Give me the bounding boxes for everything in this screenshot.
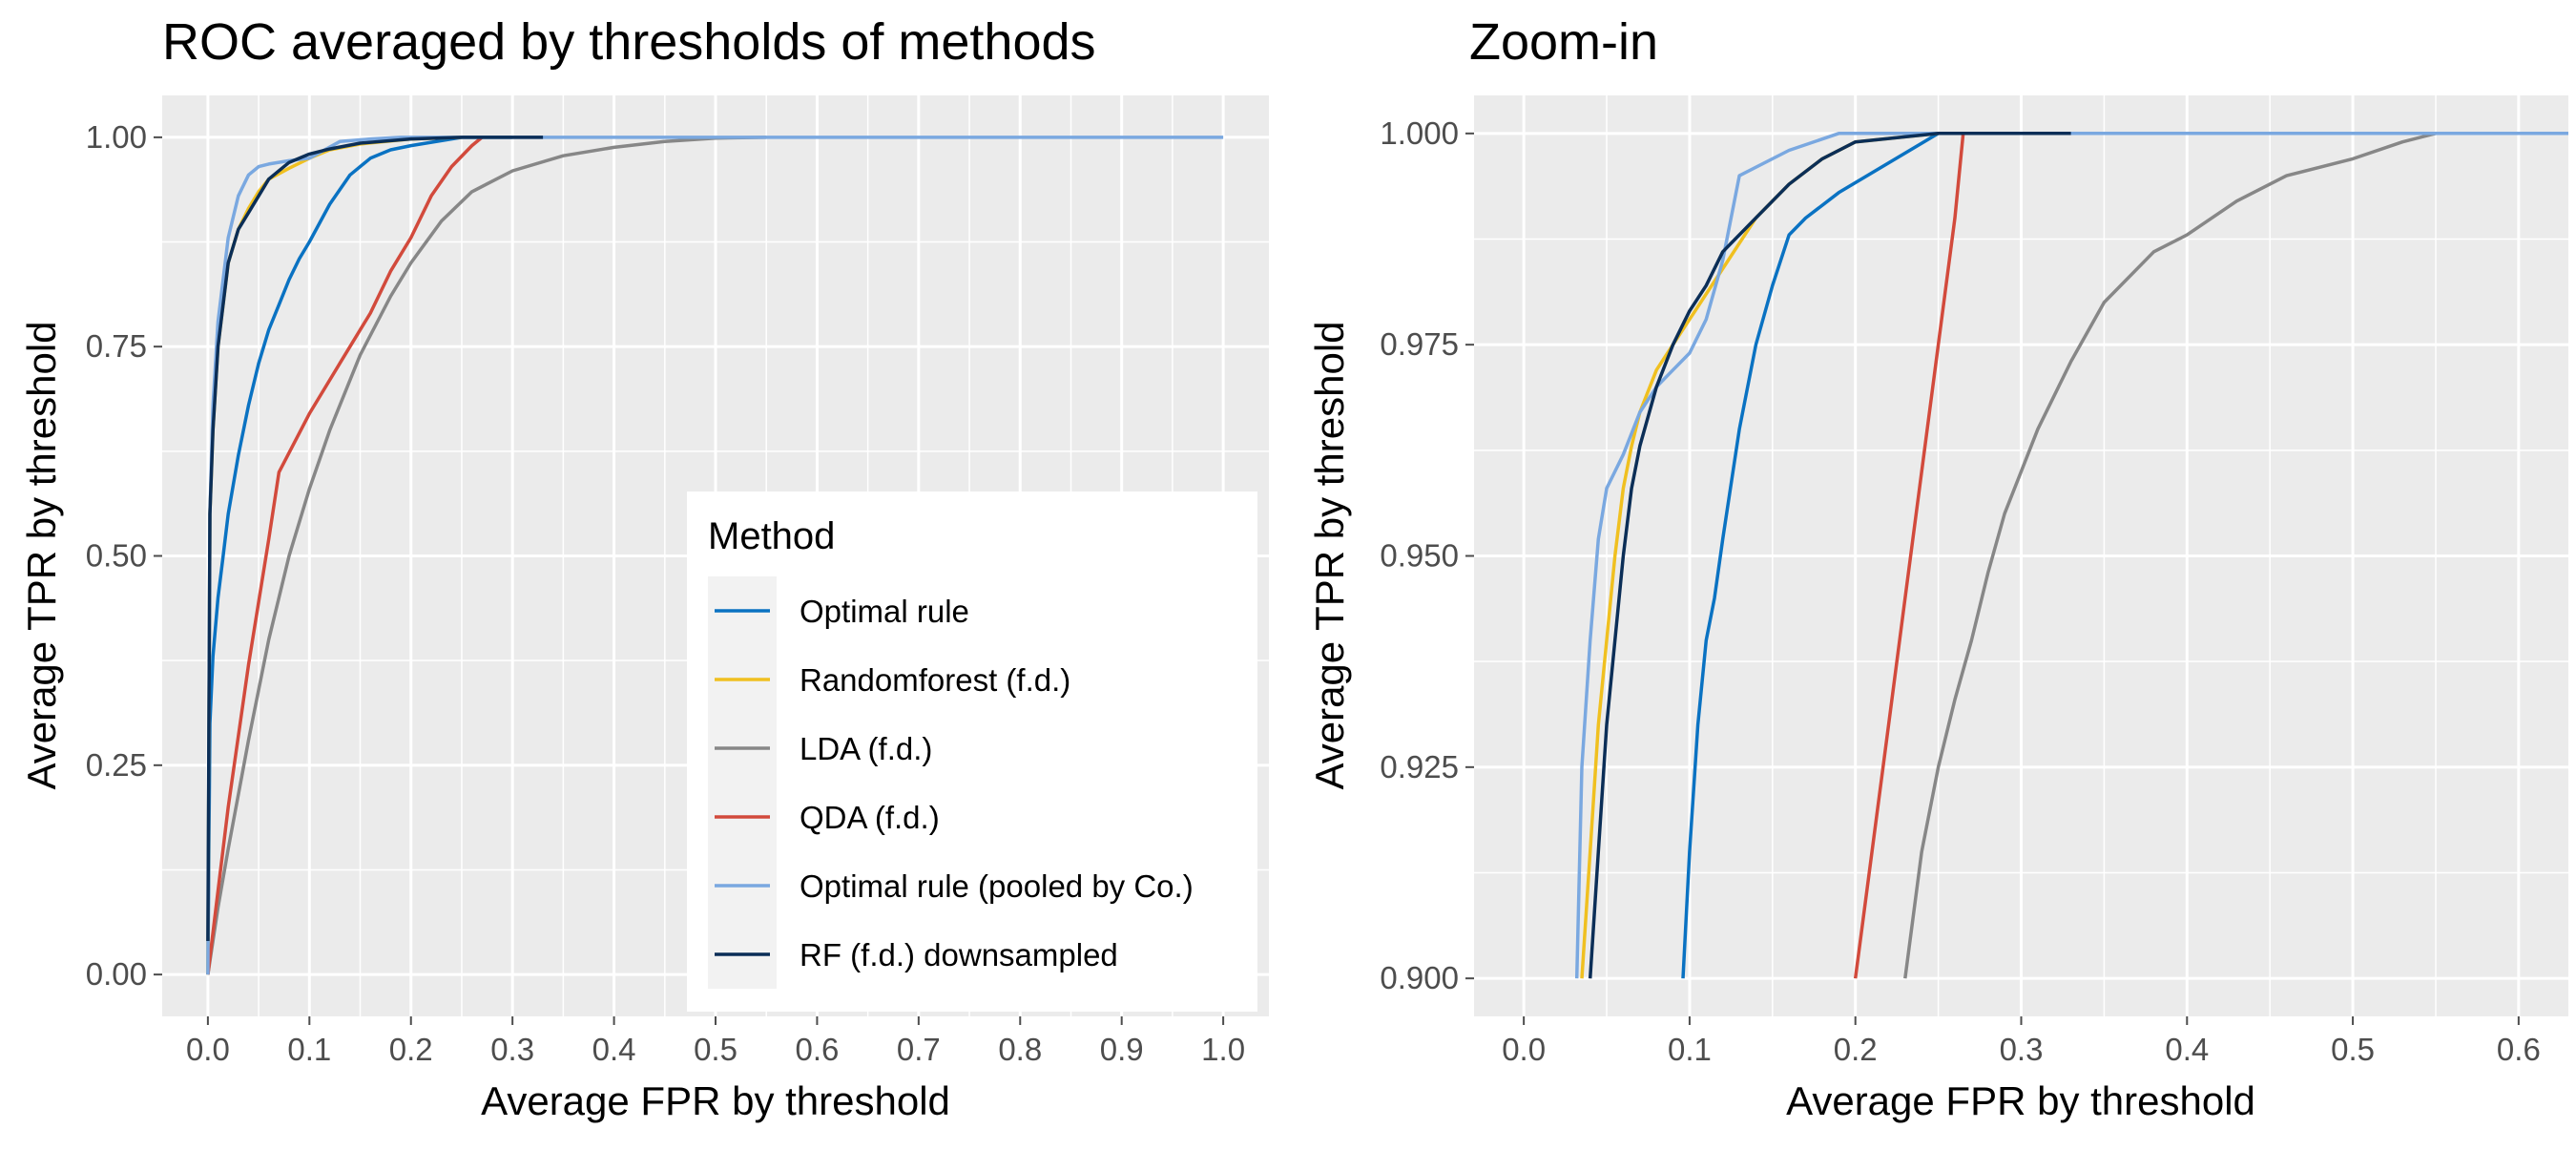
x-axis-title: Average FPR by threshold <box>1786 1078 2255 1123</box>
x-axis-title: Average FPR by threshold <box>481 1078 950 1123</box>
series-line-optimal-rule <box>206 136 513 975</box>
y-tick-label: 0.925 <box>1380 749 1459 784</box>
y-tick-label: 0.900 <box>1380 960 1459 995</box>
legend-label: LDA (f.d.) <box>800 731 932 766</box>
series-line-lda-f-d <box>1903 132 2437 979</box>
y-axis-ticks: 0.00 0.25 0.50 0.75 1.00 <box>86 119 162 992</box>
series-line-optimal-rule-pooled-by-co <box>1574 132 2568 979</box>
y-tick-label: 1.00 <box>86 119 147 155</box>
x-tick-label: 1.0 <box>1201 1032 1245 1067</box>
x-tick-label: 0.3 <box>2000 1032 2044 1067</box>
series-line-qda-f-d <box>1853 133 1965 979</box>
y-tick-label: 0.975 <box>1380 326 1459 362</box>
x-tick-label: 0.0 <box>1502 1032 1546 1067</box>
series-lines <box>1574 132 2568 979</box>
y-tick-label: 0.75 <box>86 328 147 364</box>
x-tick-label: 0.3 <box>490 1032 534 1067</box>
y-axis-title: Average TPR by threshold <box>19 321 64 789</box>
legend: Method Optimal rule Randomforest (f.d.) LD… <box>687 491 1257 1012</box>
legend-label: RF (f.d.) downsampled <box>800 937 1118 972</box>
x-tick-label: 0.4 <box>2165 1032 2209 1067</box>
series-lines <box>206 136 1224 975</box>
y-tick-label: 1.000 <box>1380 115 1459 151</box>
x-tick-label: 0.9 <box>1100 1032 1144 1067</box>
x-tick-label: 0.6 <box>2497 1032 2541 1067</box>
series-line-rf-f-d-downsampled <box>206 136 544 942</box>
y-tick-label: 0.50 <box>86 538 147 574</box>
x-tick-label: 0.7 <box>897 1032 941 1067</box>
y-tick-label: 0.00 <box>86 956 147 992</box>
series-line-qda-f-d <box>206 136 484 975</box>
grid-lines <box>1474 95 2568 1016</box>
legend-label: Optimal rule <box>800 594 969 629</box>
y-axis-title: Average TPR by threshold <box>1307 321 1352 789</box>
x-tick-label: 0.2 <box>389 1032 433 1067</box>
x-tick-label: 0.5 <box>2331 1032 2375 1067</box>
x-tick-label: 0.1 <box>287 1032 331 1067</box>
y-tick-label: 0.25 <box>86 747 147 783</box>
zoom-chart: Zoom-in 0.0 0.1 0.2 0.3 0.4 0.5 0.6 0.900 0.925… <box>1307 13 2568 1123</box>
x-axis-ticks: 0.0 0.1 0.2 0.3 0.4 0.5 0.6 <box>1502 1016 2541 1067</box>
x-tick-label: 0.4 <box>592 1032 636 1067</box>
x-tick-label: 0.1 <box>1668 1032 1712 1067</box>
series-line-lda-f-d <box>206 136 767 975</box>
x-tick-label: 0.6 <box>795 1032 839 1067</box>
x-tick-label: 0.8 <box>998 1032 1042 1067</box>
legend-label: Optimal rule (pooled by Co.) <box>800 868 1194 904</box>
x-axis-ticks: 0.0 0.1 0.2 0.3 0.4 0.5 0.6 0.7 0.8 0.9 1.0 <box>186 1016 1245 1067</box>
y-axis-ticks: 0.900 0.925 0.950 0.975 1.000 <box>1380 115 1474 995</box>
y-tick-label: 0.950 <box>1380 538 1459 574</box>
legend-label: Randomforest (f.d.) <box>800 662 1070 698</box>
x-tick-label: 0.0 <box>186 1032 230 1067</box>
legend-title: Method <box>708 515 835 557</box>
legend-box <box>687 491 1257 1012</box>
legend-label: QDA (f.d.) <box>800 800 940 835</box>
x-tick-label: 0.2 <box>1834 1032 1878 1067</box>
roc-chart: ROC averaged by thresholds of methods 0.… <box>19 13 1276 1123</box>
series-line-optimal-rule <box>1681 132 1972 979</box>
chart-title: Zoom-in <box>1469 13 1658 71</box>
chart-title: ROC averaged by thresholds of methods <box>162 13 1096 71</box>
series-line-rf-f-d-downsampled <box>1588 132 2071 979</box>
x-tick-label: 0.5 <box>694 1032 737 1067</box>
